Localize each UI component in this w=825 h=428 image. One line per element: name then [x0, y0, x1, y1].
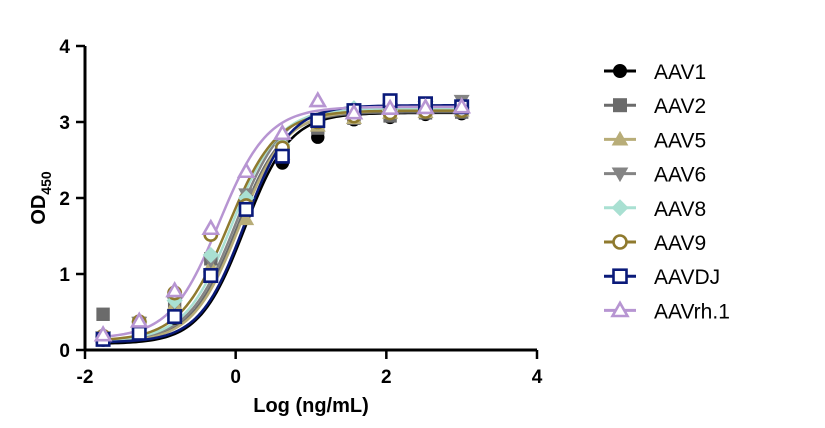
y-tick-label: 0 — [59, 341, 70, 362]
legend-label: AAVDJ — [654, 266, 720, 289]
data-point-aavrh1 — [165, 280, 185, 298]
y-tick-label: 3 — [59, 113, 70, 134]
legend-marker — [610, 300, 630, 318]
y-axis-title-subscript: 450 — [38, 171, 54, 195]
y-tick-label: 1 — [59, 265, 70, 286]
x-tick-label: 4 — [532, 367, 543, 388]
legend-marker — [611, 130, 629, 146]
data-point-aavrh1 — [129, 311, 149, 328]
data-point-aav2 — [96, 307, 110, 321]
data-point-aavrh1 — [452, 97, 472, 114]
legend-marker — [613, 98, 627, 113]
y-axis-title-main: OD — [28, 195, 50, 225]
legend-item-aav6: AAV6 — [604, 164, 706, 187]
data-point-aavdj — [131, 325, 147, 341]
legend-marker — [611, 199, 629, 217]
y-axis-title: OD450 — [28, 171, 54, 225]
legend-item-aavdj: AAVDJ — [604, 266, 720, 289]
data-point-aav8 — [202, 246, 219, 264]
legend-item-aav9: AAV9 — [604, 232, 706, 255]
legend-item-aav2: AAV2 — [604, 95, 706, 118]
legend-label: AAV8 — [654, 198, 706, 221]
legend-marker — [612, 268, 628, 285]
data-point-aavdj — [238, 201, 254, 217]
x-tick-label: 0 — [230, 367, 241, 388]
data-point-aavrh1 — [236, 161, 256, 179]
y-tick-label: 4 — [59, 37, 70, 58]
data-point-aavdj — [167, 309, 183, 325]
data-point-aavdj — [203, 268, 219, 284]
y-axis-title-group: OD450 — [28, 171, 54, 225]
data-point-aavrh1 — [93, 325, 113, 342]
data-point-aavrh1 — [308, 90, 328, 108]
data-point-aavrh1 — [201, 218, 221, 236]
data-point-aavdj — [274, 148, 290, 164]
data-point-aavrh1 — [273, 123, 292, 141]
legend-marker — [613, 64, 627, 78]
ticks: 0 1 2 3 4 -2 0 2 4 — [59, 37, 542, 388]
x-axis-title: Log (ng/mL) — [253, 395, 369, 417]
legend: AAV1 AAV2 AAV5 AAV6 AAV8 AAV9 AAVDJ AAVrh.1 — [604, 61, 730, 323]
data-point-aav5 — [238, 211, 255, 226]
legend-label: AAV6 — [654, 164, 706, 187]
legend-label: AAV5 — [654, 129, 706, 152]
legend-label: AAV9 — [654, 232, 706, 255]
legend-item-aav8: AAV8 — [604, 198, 706, 221]
data-markers — [93, 90, 472, 347]
data-point-aavdj — [310, 112, 326, 128]
legend-item-aav1: AAV1 — [604, 61, 706, 84]
legend-marker — [612, 234, 628, 250]
x-tick-label: 2 — [381, 367, 392, 388]
legend-marker — [611, 167, 629, 183]
legend-item-aav5: AAV5 — [604, 129, 706, 152]
data-point-aavrh1 — [344, 103, 364, 120]
legend-label: AAV1 — [654, 61, 706, 84]
axes — [83, 46, 537, 352]
data-point-aavrh1 — [416, 97, 435, 115]
legend-item-aavrh1: AAVrh.1 — [604, 300, 730, 323]
legend-label: AAVrh.1 — [654, 300, 730, 323]
data-point-aavrh1 — [380, 98, 400, 115]
y-tick-label: 2 — [59, 189, 70, 210]
curve-aavrh1 — [102, 105, 462, 338]
legend-label: AAV2 — [654, 95, 706, 118]
x-tick-label: -2 — [77, 367, 94, 388]
